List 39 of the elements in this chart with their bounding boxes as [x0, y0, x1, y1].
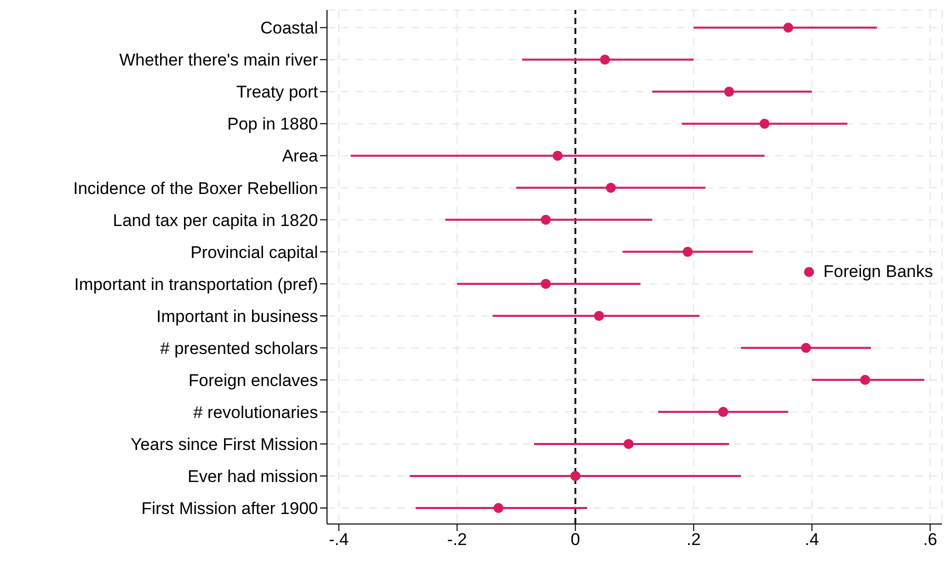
y-tick-label: Whether there's main river — [119, 50, 318, 70]
y-tick-label: Area — [282, 146, 319, 166]
point — [594, 310, 604, 321]
y-tick-label: Land tax per capita in 1820 — [112, 210, 318, 230]
x-tick-label: .6 — [923, 530, 938, 550]
y-tick-label: Foreign enclaves — [188, 370, 318, 390]
point — [682, 246, 693, 257]
point — [624, 438, 634, 449]
y-tick-label: Provincial capital — [190, 242, 318, 262]
y-tick-label: # presented scholars — [160, 338, 318, 358]
point — [600, 54, 610, 65]
point — [540, 278, 551, 289]
y-tick-label: Important in transportation (pref) — [74, 274, 318, 294]
x-tick-label: .4 — [804, 530, 819, 550]
point — [552, 150, 563, 161]
y-tick-label: Incidence of the Boxer Rebellion — [73, 178, 318, 198]
point — [783, 22, 794, 33]
y-tick-label: # revolutionaries — [193, 402, 318, 422]
x-tick-label: -.2 — [447, 530, 468, 550]
point — [760, 118, 770, 129]
x-tick-label: .2 — [686, 530, 701, 550]
point — [570, 470, 580, 481]
legend-label: Foreign Banks — [823, 262, 933, 282]
y-tick-label: Coastal — [260, 18, 318, 38]
y-tick-label: Ever had mission — [188, 467, 318, 486]
y-tick-label: Treaty port — [236, 82, 318, 102]
point — [493, 502, 504, 513]
y-tick-label: Important in business — [156, 306, 318, 326]
point — [724, 86, 734, 97]
y-tick-label: Years since First Mission — [130, 434, 318, 454]
point — [606, 182, 616, 193]
point — [860, 374, 870, 385]
point — [800, 342, 811, 353]
x-tick-label: 0 — [570, 530, 580, 550]
point — [540, 214, 551, 225]
y-tick-label: Pop in 1880 — [227, 114, 318, 134]
x-tick-label: -.4 — [328, 530, 349, 550]
y-tick-label: First Mission after 1900 — [141, 499, 318, 518]
point — [718, 406, 728, 417]
